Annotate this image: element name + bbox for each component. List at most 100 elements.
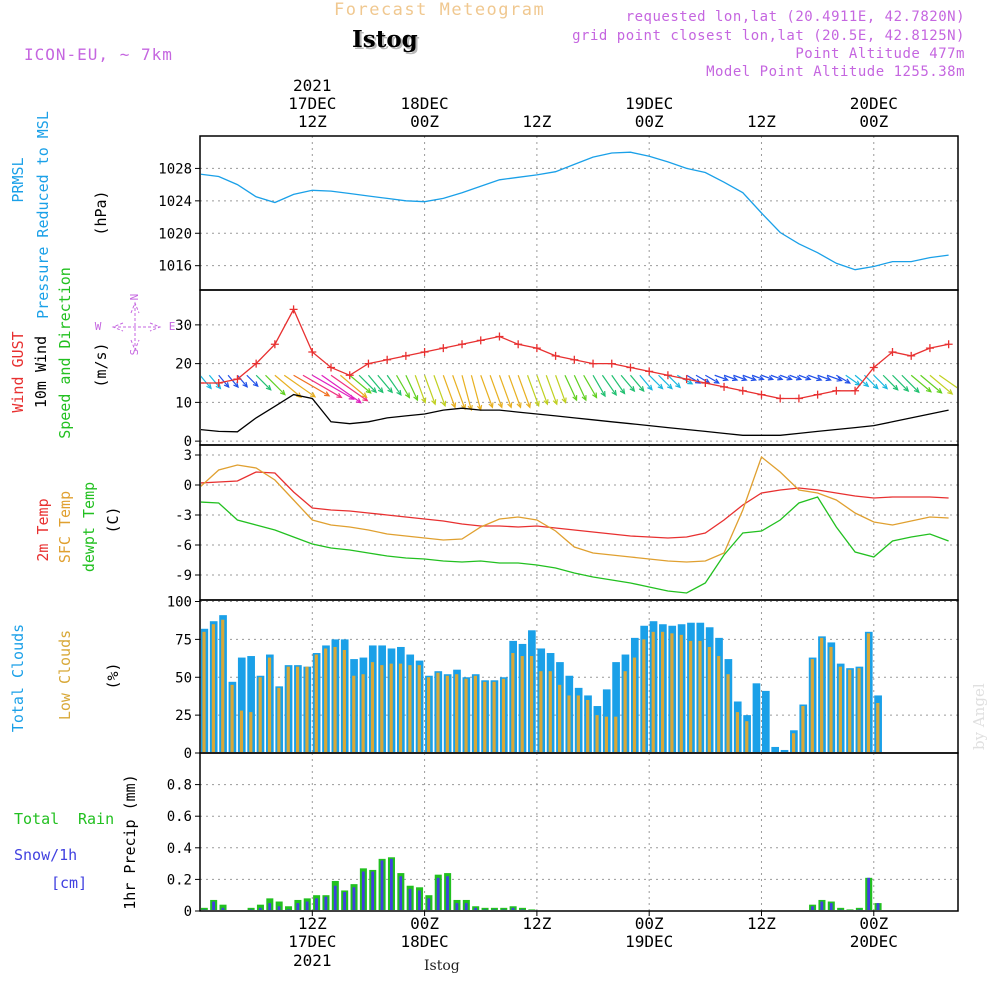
wind-arrow bbox=[705, 374, 720, 384]
wind-arrow-head bbox=[892, 384, 899, 391]
wind-gust-point bbox=[383, 355, 392, 364]
wind-arrow-head bbox=[947, 389, 954, 395]
snow-bar bbox=[389, 858, 393, 910]
low-cloud-bar bbox=[698, 640, 702, 752]
wind-gust-point bbox=[289, 305, 298, 314]
wind-arrow-head bbox=[913, 387, 920, 394]
wind-arrow bbox=[227, 374, 239, 388]
credit-watermark: by Angel bbox=[970, 683, 988, 750]
precipitation-ytick-label: 0.2 bbox=[167, 872, 192, 888]
temperature-ytick-label: -3 bbox=[175, 508, 192, 524]
wind-gust-point bbox=[514, 340, 523, 349]
snow-bar bbox=[287, 909, 290, 910]
wind-ytick-label: 10 bbox=[175, 395, 192, 411]
wind-gust-point bbox=[570, 355, 579, 364]
rain-bar bbox=[275, 901, 283, 910]
low-cloud-bar bbox=[548, 671, 552, 752]
temp-sfc-line bbox=[201, 455, 949, 563]
low-cloud-bar bbox=[249, 712, 253, 752]
grid-point-coords: grid point closest lon,lat (20.5E, 42.81… bbox=[572, 28, 965, 44]
snow-bar bbox=[502, 909, 506, 910]
compass-w: W bbox=[95, 320, 102, 333]
wind-arrow bbox=[330, 374, 368, 402]
top-day-label: 19DEC bbox=[625, 94, 673, 113]
wind-arrow-head bbox=[431, 399, 437, 406]
wind-gust-point bbox=[214, 379, 223, 387]
wind-gust-point bbox=[794, 394, 803, 403]
precipitation-ytick-label: 0.6 bbox=[167, 809, 192, 825]
wind-arrow bbox=[910, 374, 932, 393]
temperature-ytick-label: -9 bbox=[175, 568, 192, 584]
wind-arrow-head bbox=[365, 388, 372, 394]
wind-arrow-head bbox=[882, 383, 889, 390]
legend-total-clouds: Total Clouds bbox=[9, 624, 27, 732]
legend-snow-unit: [cm] bbox=[51, 874, 87, 892]
wind-arrow bbox=[255, 374, 272, 391]
wind-gust-point bbox=[252, 359, 261, 368]
wind-arrow bbox=[573, 374, 587, 401]
wind-arrow-head bbox=[611, 389, 617, 397]
wind-arrow-head bbox=[795, 375, 803, 381]
wind-gust-point bbox=[589, 359, 598, 368]
low-cloud-bar bbox=[408, 665, 412, 752]
legend-clouds-unit: (%) bbox=[104, 662, 122, 689]
legend-wind-10m: 10m Wind bbox=[32, 336, 50, 408]
low-cloud-bar bbox=[389, 663, 393, 752]
top-hour-label: 00Z bbox=[635, 112, 664, 131]
clouds-ytick-label: 25 bbox=[175, 708, 192, 724]
bottom-day-label: 19DEC bbox=[625, 932, 673, 951]
bottom-hour-label: 00Z bbox=[410, 914, 439, 933]
precipitation-ytick-label: 0 bbox=[184, 904, 192, 920]
wind-arrow-head bbox=[741, 375, 748, 382]
wind-arrow bbox=[733, 374, 747, 381]
low-cloud-bar bbox=[501, 678, 506, 752]
wind-gust-point bbox=[476, 336, 485, 345]
requested-coords: requested lon,lat (20.4911E, 42.7820N) bbox=[625, 9, 965, 25]
wind-arrow bbox=[433, 375, 446, 406]
wind-gust-point bbox=[776, 394, 785, 403]
pressure-ytick-label: 1016 bbox=[158, 259, 192, 275]
wind-arrow-head bbox=[252, 381, 259, 388]
low-cloud-bar bbox=[623, 671, 627, 752]
rain-bar bbox=[490, 907, 498, 910]
model-label: ICON-EU, ~ 7km bbox=[24, 45, 173, 64]
low-cloud-bar bbox=[211, 624, 215, 752]
low-cloud-bar bbox=[520, 656, 524, 752]
temp-sfc-series bbox=[201, 455, 949, 563]
wind-arrow-head bbox=[561, 397, 567, 404]
wind-gust-point bbox=[757, 390, 766, 399]
snow-bar bbox=[361, 871, 365, 910]
wind-arrow bbox=[817, 374, 831, 381]
wind-arrow bbox=[201, 375, 212, 389]
top-hour-label: 00Z bbox=[410, 112, 439, 131]
snow-bar bbox=[305, 901, 309, 910]
wind-arrow bbox=[442, 375, 456, 408]
wind-gust-point bbox=[907, 351, 916, 360]
legend-pressure-msl: Pressure Reduced to MSL bbox=[34, 111, 52, 319]
low-cloud-bar bbox=[324, 648, 328, 752]
low-cloud-bar bbox=[464, 678, 468, 752]
legend-temp-unit: (C) bbox=[104, 506, 122, 533]
wind-gust-point bbox=[551, 351, 560, 360]
wind-arrow bbox=[246, 374, 259, 387]
wind-arrow bbox=[302, 374, 342, 398]
wind-arrow-head bbox=[925, 386, 932, 393]
wind-ytick-label: 20 bbox=[175, 357, 192, 373]
cloud-bars bbox=[201, 615, 882, 752]
total-cloud-bar bbox=[237, 657, 246, 752]
wind-arrow-head bbox=[377, 387, 384, 394]
rain-bar bbox=[837, 907, 845, 910]
wind-arrow-head bbox=[413, 395, 419, 402]
snow-bar bbox=[811, 906, 814, 910]
wind-arrow-head bbox=[233, 382, 239, 389]
low-cloud-bar bbox=[595, 715, 599, 752]
wind-arrow-head bbox=[396, 389, 402, 397]
snow-bar bbox=[511, 907, 515, 910]
station-title: Istog bbox=[352, 26, 418, 53]
wind-arrow-head bbox=[451, 402, 457, 409]
wind-arrow bbox=[517, 375, 531, 408]
top-hour-label: 00Z bbox=[859, 112, 888, 131]
wind-gust-point bbox=[645, 367, 654, 376]
wind-arrow-head bbox=[863, 381, 870, 388]
wind-arrow bbox=[293, 374, 330, 397]
